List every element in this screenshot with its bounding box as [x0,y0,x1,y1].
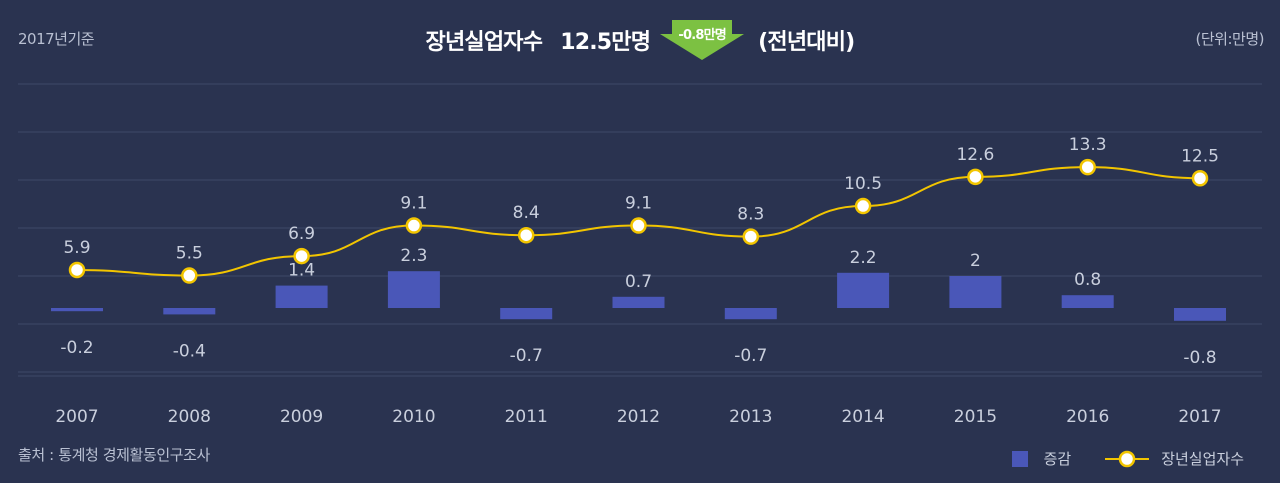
change-badge: -0.8만명 [660,18,745,62]
line-point [293,247,310,265]
legend-line-label: 장년실업자수 [1161,450,1244,468]
line-value-label: 5.5 [176,244,203,264]
bar [51,308,103,312]
line-value-label: 8.3 [737,205,764,225]
line-point [1191,170,1209,187]
bar-value-label: -0.8 [1183,348,1216,368]
x-tick-label: 2015 [954,407,997,427]
bar-value-label: -0.7 [734,346,767,366]
legend-line-swatch [1105,450,1150,467]
bar [387,271,440,308]
bar-value-label: -0.4 [173,341,206,361]
legend-bar-label: 증감 [1043,450,1072,468]
x-tick-label: 2016 [1066,407,1109,427]
line-value-label: 10.5 [844,174,882,194]
change-badge-text: -0.8만명 [678,28,726,43]
title-text: 장년실업자수 [425,30,543,55]
line-point [405,217,423,234]
line-point [517,226,535,244]
bar-value-label: 2 [970,251,981,271]
line-point [854,197,872,215]
bar [275,285,328,308]
line-value-label: 5.9 [63,238,90,258]
line-point [967,168,984,186]
line-point [630,217,647,234]
bar [612,296,665,308]
bar [837,272,890,308]
line-value-label: 9.1 [400,194,427,214]
bar [1174,308,1226,321]
bar-value-label: 2.2 [850,248,877,268]
bar-value-label: -0.2 [60,338,93,358]
bar-value-label: 2.3 [400,246,427,266]
x-tick-label: 2009 [280,407,323,427]
bar-value-label: 1.4 [288,261,315,281]
line-value-label: 12.5 [1181,146,1219,166]
bar [1061,295,1114,308]
x-tick-label: 2017 [1178,407,1221,427]
bar [163,308,216,315]
x-tick-label: 2007 [55,407,98,427]
legend-bar-swatch [1011,450,1028,467]
bar [500,308,553,320]
line-point [181,267,198,284]
bar-value-label: -0.7 [510,346,543,366]
bar-value-label: 0.8 [1074,270,1101,290]
bar [724,308,777,320]
base-year-label: 2017년기준 [18,30,95,48]
line-point [68,261,86,279]
unit-label: (단위:만명) [1195,30,1265,48]
x-tick-label: 2010 [392,407,435,427]
line-point [1079,158,1096,176]
x-tick-label: 2013 [729,407,772,427]
source-label: 출처 : 통계청 경제활동인구조사 [18,446,210,464]
x-tick-label: 2008 [168,407,211,427]
line-point [742,228,760,245]
legend: 증감 장년실업자수 [1011,448,1244,469]
line-value-label: 13.3 [1069,135,1107,155]
chart-title: 장년실업자수 12.5만명 -0.8만명 (전년대비) [0,18,1280,62]
bar [949,276,1002,308]
bar-value-label: 0.7 [625,272,652,292]
x-tick-label: 2011 [505,407,548,427]
x-tick-label: 2012 [617,407,660,427]
line-value-label: 6.9 [288,224,315,244]
line-value-label: 9.1 [625,194,652,214]
title-value: 12.5만명 [560,30,651,55]
line-value-label: 12.6 [956,145,994,165]
line-value-label: 8.4 [513,203,540,223]
x-tick-label: 2014 [841,407,884,427]
title-compare: (전년대비) [758,30,855,55]
down-arrow-icon [660,20,745,60]
